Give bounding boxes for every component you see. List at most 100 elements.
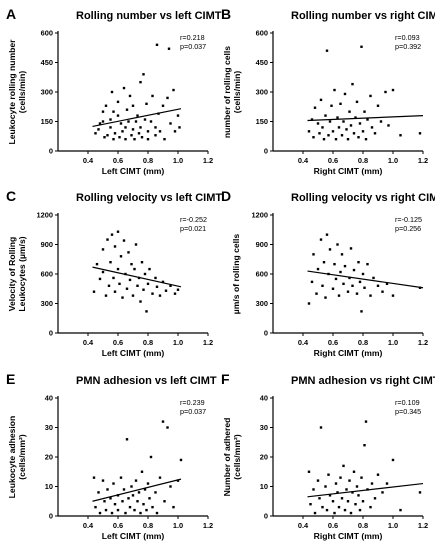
data-point-f xyxy=(381,491,384,494)
x-axis-label-f: Right CIMT (mm) xyxy=(314,531,383,541)
data-point-b xyxy=(346,138,350,141)
data-point-c xyxy=(112,276,115,280)
data-point-e xyxy=(130,485,133,488)
data-point-c xyxy=(92,290,96,293)
data-point-d xyxy=(319,238,323,241)
data-point-a xyxy=(101,120,105,123)
data-point-d xyxy=(385,282,389,286)
data-point-b xyxy=(342,120,345,123)
data-point-b xyxy=(357,136,360,139)
data-point-d xyxy=(343,264,347,268)
data-point-a xyxy=(106,134,109,137)
y-axis-label-a: Leukocyte rolling number xyxy=(7,39,17,145)
regression-line-c xyxy=(92,266,182,288)
data-point-d xyxy=(363,286,366,289)
y-tick-label-b: 600 xyxy=(256,29,268,38)
data-point-f xyxy=(312,488,315,491)
data-point-d xyxy=(337,294,341,297)
data-point-e xyxy=(151,505,154,509)
data-point-a xyxy=(166,96,169,100)
data-point-d xyxy=(369,294,372,297)
data-point-b xyxy=(325,49,329,52)
data-point-a xyxy=(113,132,117,135)
y-tick-label-b: 150 xyxy=(256,117,268,126)
data-point-e xyxy=(98,511,102,515)
data-point-b xyxy=(360,45,363,48)
panel-letter-c: C xyxy=(6,188,16,204)
data-point-e xyxy=(176,479,180,482)
data-point-e xyxy=(92,476,96,479)
data-point-a xyxy=(98,122,102,125)
y-tick-label-d: 0 xyxy=(264,329,268,338)
data-point-e xyxy=(121,500,124,503)
data-point-b xyxy=(339,102,342,105)
data-point-a xyxy=(178,126,181,129)
x-tick-label-f: 0.8 xyxy=(358,521,368,530)
x-tick-label-a: 0.6 xyxy=(113,156,123,165)
data-point-e xyxy=(158,476,162,479)
data-point-a xyxy=(140,136,144,139)
data-point-a xyxy=(172,88,175,92)
data-point-a xyxy=(173,130,177,133)
data-point-f xyxy=(358,508,362,512)
data-point-e xyxy=(149,455,153,459)
data-point-b xyxy=(387,124,390,127)
x-tick-label-e: 0.6 xyxy=(113,521,123,530)
data-point-f xyxy=(363,444,366,447)
x-tick-label-a: 1.2 xyxy=(203,156,213,165)
x-tick-label-d: 0.8 xyxy=(358,338,368,347)
y-tick-label-d: 900 xyxy=(256,240,268,249)
data-point-c xyxy=(164,289,168,292)
data-point-b xyxy=(366,118,369,121)
x-tick-label-f: 0.6 xyxy=(328,521,338,530)
data-point-d xyxy=(340,253,344,256)
data-point-a xyxy=(167,47,171,50)
data-point-f xyxy=(309,503,312,506)
data-point-c xyxy=(148,267,151,271)
data-point-f xyxy=(319,426,323,429)
data-point-b xyxy=(321,126,324,129)
data-point-f xyxy=(331,500,335,503)
stat-label-f: p=0.345 xyxy=(395,407,421,416)
x-tick-label-b: 1.2 xyxy=(418,156,428,165)
data-point-e xyxy=(146,482,150,485)
data-point-f xyxy=(348,479,351,482)
data-point-b xyxy=(310,118,314,121)
data-point-c xyxy=(173,292,177,295)
x-tick-label-f: 1.2 xyxy=(418,521,428,530)
data-point-a xyxy=(146,130,150,133)
data-point-a xyxy=(110,90,114,94)
data-point-b xyxy=(351,82,354,86)
x-tick-label-b: 0.8 xyxy=(358,156,368,165)
data-point-d xyxy=(360,310,363,313)
data-point-e xyxy=(155,511,159,515)
data-point-a xyxy=(103,136,106,139)
x-tick-label-a: 1.0 xyxy=(173,156,183,165)
data-point-c xyxy=(128,278,132,282)
data-point-e xyxy=(113,503,117,506)
data-point-e xyxy=(134,479,138,482)
data-point-d xyxy=(346,290,350,293)
chart-title-b: Rolling number vs right CIMT xyxy=(291,10,435,22)
x-tick-label-e: 0.4 xyxy=(83,521,94,530)
data-point-f xyxy=(361,500,365,503)
data-point-d xyxy=(321,284,324,287)
x-tick-label-c: 1.2 xyxy=(203,338,213,347)
x-tick-label-c: 0.8 xyxy=(143,338,153,347)
x-tick-label-e: 1.0 xyxy=(173,521,183,530)
data-point-e xyxy=(139,511,142,515)
y-tick-label-a: 600 xyxy=(41,29,53,38)
data-point-a xyxy=(145,102,148,105)
data-point-d xyxy=(342,282,345,286)
data-point-f xyxy=(328,494,332,497)
data-point-f xyxy=(385,482,389,485)
data-point-f xyxy=(354,503,357,506)
data-point-a xyxy=(146,138,150,141)
x-tick-label-d: 0.6 xyxy=(328,338,338,347)
data-point-f xyxy=(376,473,380,476)
y-tick-label-c: 600 xyxy=(41,270,53,279)
data-point-f xyxy=(343,508,347,512)
data-point-f xyxy=(340,497,344,500)
data-point-d xyxy=(355,292,359,295)
data-point-f xyxy=(345,488,348,491)
